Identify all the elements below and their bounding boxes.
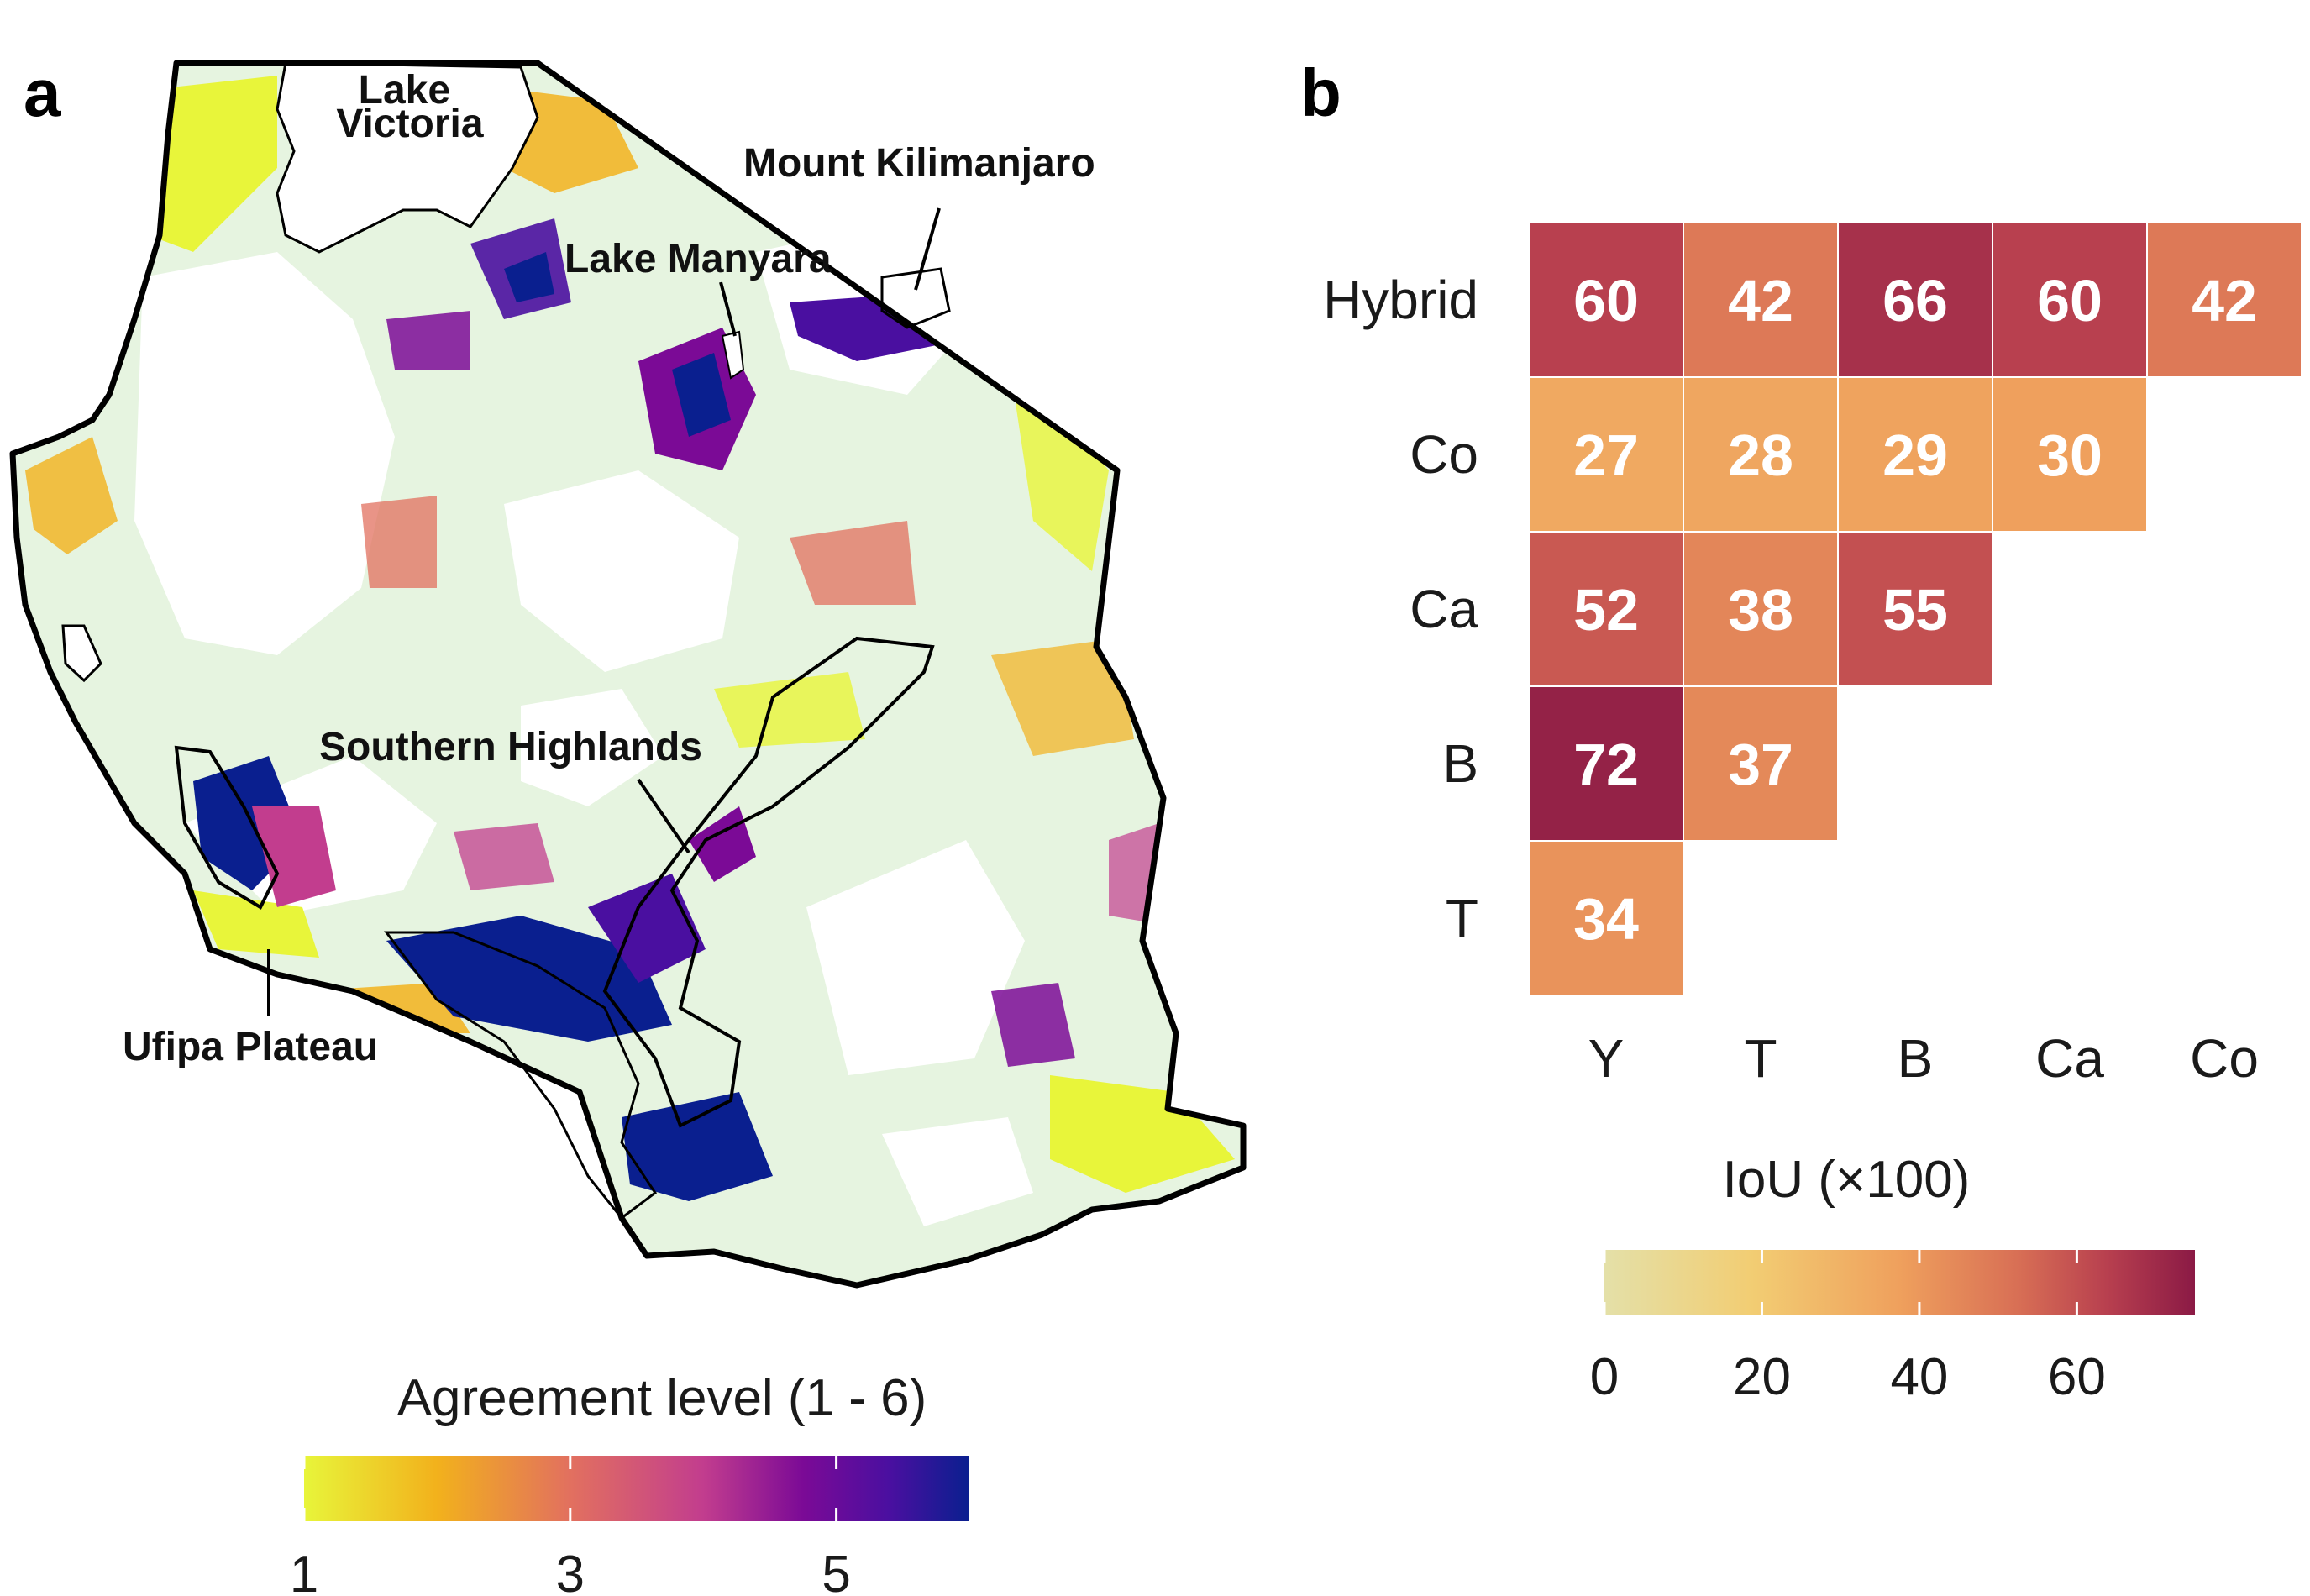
agreement-tick-label: 3: [556, 1546, 585, 1596]
lake-victoria-label-line2: Victoria: [336, 102, 484, 146]
x-tick-label: T: [1744, 1028, 1777, 1089]
heatmap-cell-co-ca: [1992, 376, 2148, 533]
southern-highlands-label: Southern Highlands: [319, 725, 702, 769]
agreement-legend: Agreement level (1 - 6) 1 3 5: [290, 1369, 969, 1596]
agreement-tick-label: 5: [822, 1546, 850, 1596]
heatmap-cell-hybrid-t: [1683, 222, 1839, 378]
agreement-tick-label: 1: [290, 1546, 318, 1596]
iou-ticks: 0 20 40 60: [1590, 1250, 2106, 1406]
manyara-pointer: [719, 281, 737, 337]
heatmap-cell-label: 66: [1882, 268, 1948, 333]
heatmap-cell-label: 29: [1882, 423, 1948, 488]
heatmap-cell-t-y: [1528, 840, 1684, 996]
heatmap-cell-ca-b: [1837, 531, 1993, 687]
ufipa-outline: [174, 745, 280, 910]
heatmap-cell-b-t: [1683, 685, 1839, 842]
x-tick-label: Y: [1588, 1028, 1625, 1089]
ufipa-label: Ufipa Plateau: [123, 1025, 378, 1069]
agreement-legend-title: Agreement level (1 - 6): [397, 1369, 927, 1427]
heatmap-cell-ca-t: [1683, 531, 1839, 687]
iou-tick-label: 40: [1890, 1348, 1948, 1406]
heatmap-cell-hybrid-ca: [1992, 222, 2148, 378]
kilimanjaro-label: Mount Kilimanjaro: [743, 141, 1095, 186]
iou-legend-title: IoU (×100): [1723, 1151, 1971, 1209]
heatmap-cell-label: 34: [1573, 886, 1639, 952]
panel-letter-b: b: [1300, 55, 1341, 130]
heatmap-cell-label: 37: [1728, 732, 1793, 797]
iou-tick-label: 20: [1733, 1348, 1791, 1406]
heatmap-cell-label: 42: [1728, 268, 1793, 333]
kilimanjaro-pointer: [914, 207, 941, 291]
lake-nyasa-outline: [384, 931, 658, 1221]
iou-tick-label: 0: [1590, 1348, 1619, 1406]
iou-tick-label: 60: [2048, 1348, 2106, 1406]
manyara-label: Lake Manyara: [564, 237, 832, 281]
heatmap-cell-label: 27: [1573, 423, 1639, 488]
lake-tanganyika-shape: [61, 624, 102, 683]
x-tick-label: Co: [2190, 1028, 2259, 1089]
heatmap-cell-label: 60: [2037, 268, 2103, 333]
tanzania-map: Lake Victoria Mount Kilimanjaro Lake Man…: [9, 60, 1247, 1289]
heatmap-cell-label: 72: [1573, 732, 1639, 797]
heatmap-cell-hybrid-co: [2146, 222, 2302, 378]
heatmap-cell-label: 55: [1882, 577, 1948, 643]
iou-heatmap: 60 42 66 60 42 27 28 29 30 52 38 55 72 37 34 Hybrid Co Ca…: [1323, 222, 2302, 1089]
country-outline: [9, 60, 1247, 1289]
x-tick-label: Ca: [2035, 1028, 2104, 1089]
y-tick-label: Ca: [1410, 579, 1478, 639]
lake-victoria-shape: [276, 61, 539, 254]
lake-victoria-label: Lake Victoria: [336, 68, 484, 146]
heatmap-cell-hybrid-y: [1528, 222, 1684, 378]
agreement-ticks: 1 3 5: [290, 1456, 851, 1596]
southern-highlands-pointer: [637, 778, 690, 854]
x-tick-label: B: [1898, 1028, 1934, 1089]
heatmap-cell-label: 30: [2037, 423, 2103, 488]
heatmap-cell-label: 52: [1573, 577, 1639, 643]
heatmap-cell-label: 28: [1728, 423, 1793, 488]
heatmap-cell-label: 38: [1728, 577, 1793, 643]
heatmap-cell-co-y: [1528, 376, 1684, 533]
y-tick-label: Co: [1410, 424, 1478, 485]
iou-colorbar: [1604, 1250, 2195, 1315]
southern-highlands-outline: [602, 636, 935, 1128]
panel-letter-a: a: [24, 55, 61, 130]
agreement-colorbar: [304, 1456, 969, 1521]
y-tick-label: B: [1442, 733, 1478, 794]
y-tick-label: T: [1446, 888, 1478, 948]
heatmap-cell-co-b: [1837, 376, 1993, 533]
iou-legend: IoU (×100) 0 20 40 60: [1590, 1151, 2195, 1406]
heatmap-cell-label: 60: [1573, 268, 1639, 333]
lake-victoria-label-line1: Lake: [359, 68, 450, 113]
heatmap-cell-label: 42: [2192, 268, 2257, 333]
y-tick-label: Hybrid: [1323, 270, 1478, 330]
kilimanjaro-shape: [880, 267, 951, 329]
